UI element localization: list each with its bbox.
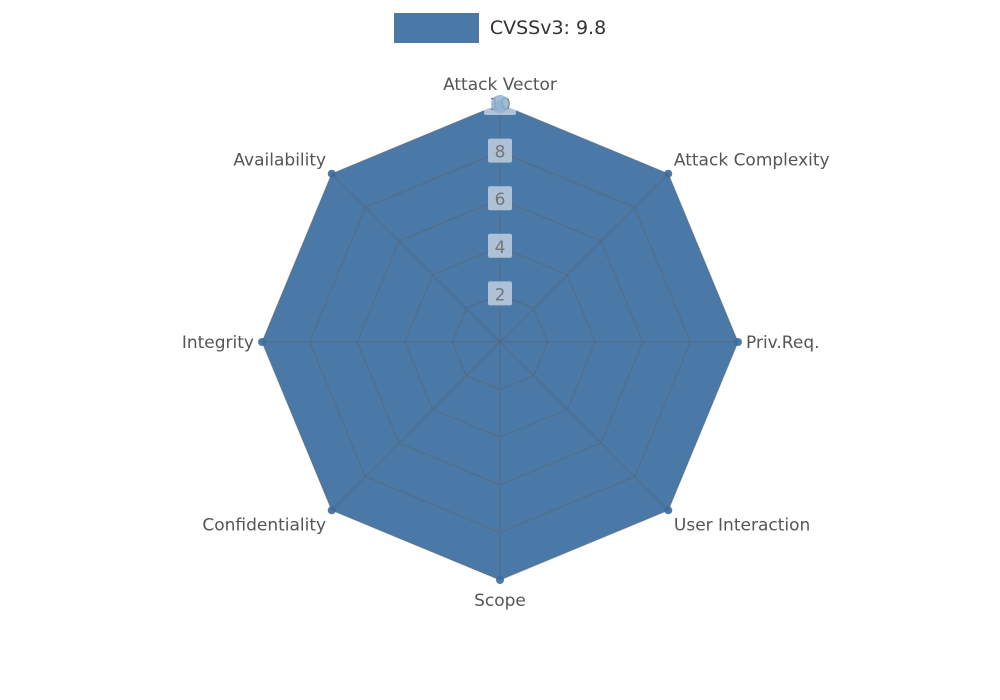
axis-label: Attack Vector xyxy=(443,75,557,95)
legend-color-swatch xyxy=(393,13,479,43)
data-point-marker xyxy=(664,506,673,515)
grid-spoke xyxy=(499,341,669,511)
axis-label: User Interaction xyxy=(674,515,810,535)
grid-spoke xyxy=(499,173,669,343)
tick-label-bg xyxy=(488,138,512,163)
tick-label: 8 xyxy=(495,143,506,163)
axis-label: Availability xyxy=(233,151,326,171)
tick-label: 6 xyxy=(495,190,506,210)
axis-label: Priv.Req. xyxy=(746,333,820,353)
data-point-marker xyxy=(496,576,504,584)
axis-label: Scope xyxy=(474,591,526,611)
axis-label: Integrity xyxy=(182,333,254,353)
tick-label: 2 xyxy=(495,285,506,305)
data-point-marker xyxy=(327,506,336,515)
apex-highlight-marker xyxy=(491,95,509,113)
tick-label-bg xyxy=(488,281,512,306)
legend-label: CVSSv3: 9.8 xyxy=(489,17,607,39)
data-point-marker xyxy=(327,169,336,178)
grid-spoke xyxy=(331,341,501,511)
data-point-marker xyxy=(664,169,673,178)
tick-label-bg xyxy=(488,233,512,258)
tick-label: 4 xyxy=(495,238,506,258)
tick-label-bg xyxy=(488,186,512,211)
data-point-marker xyxy=(734,338,742,346)
axis-label: Attack Complexity xyxy=(674,151,830,171)
chart-legend: CVSSv3: 9.8 xyxy=(0,13,1000,43)
axis-label: Confidentiality xyxy=(202,515,326,535)
grid-spoke xyxy=(331,173,501,343)
data-point-marker xyxy=(258,338,266,346)
